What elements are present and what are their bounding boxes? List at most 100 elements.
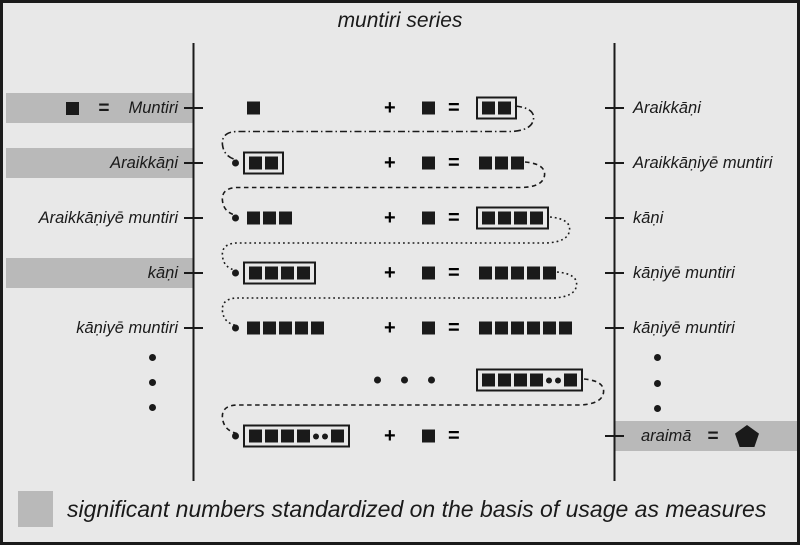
equals-sign: =: [448, 262, 460, 284]
unit-square: [479, 266, 492, 280]
equation-row: [3, 366, 797, 394]
equation-row: + =: [3, 314, 797, 342]
unit-square: [479, 156, 492, 170]
unit-square: [422, 156, 435, 170]
row-label: kāṇi: [633, 208, 664, 227]
legend-text: significant numbers standardized on the …: [67, 495, 767, 522]
unit-square: [498, 211, 511, 225]
unit-square: [527, 266, 540, 280]
unit-square: [297, 429, 310, 443]
ellipsis-dot: [401, 376, 408, 384]
unit-square: [249, 266, 262, 280]
ellipsis-dot: [149, 379, 156, 386]
unit-square: [295, 321, 308, 335]
result-squares: [476, 206, 549, 230]
unit-square: [498, 101, 511, 115]
plus-sign: +: [384, 152, 396, 174]
unit-square: [530, 373, 543, 387]
plus-sign: +: [384, 207, 396, 229]
ellipsis-dot: [654, 354, 661, 361]
unit-square: [331, 429, 344, 443]
unit-square: [279, 321, 292, 335]
small-dot: [322, 433, 328, 439]
ellipsis-dot: [654, 380, 661, 387]
equals-sign: =: [448, 317, 460, 339]
unit-square: [263, 321, 276, 335]
row-label: Muntiri: [128, 98, 178, 117]
equation-row: + =: [3, 149, 797, 177]
unit-square: [511, 266, 524, 280]
araima-row: araimā =: [614, 421, 797, 451]
equals-sign: =: [448, 207, 460, 229]
operand-squares: [243, 424, 350, 448]
unit-square: [422, 266, 435, 280]
right-label-row: kāṇiyē muntiri: [614, 258, 797, 288]
unit-square: [511, 321, 524, 335]
result-squares: [476, 96, 517, 120]
operand-squares: [476, 368, 583, 392]
unit-square: [265, 156, 278, 170]
unit-square: [422, 321, 435, 335]
right-label-row: Araikkāṇiyē muntiri: [614, 148, 797, 178]
small-dot: [555, 377, 561, 383]
operand-squares: [243, 261, 316, 285]
equals-sign: =: [448, 425, 460, 447]
unit-square: [281, 429, 294, 443]
operand-squares: [247, 101, 260, 115]
unit-square: [511, 156, 524, 170]
left-label-row: = Muntiri: [6, 93, 193, 123]
diagram-title: muntiri series: [337, 9, 463, 32]
sequence-start-dot: [232, 324, 239, 332]
unit-square: [559, 321, 572, 335]
unit-square: [495, 156, 508, 170]
unit-square: [247, 101, 260, 115]
sequence-start-dot: [232, 432, 239, 440]
ellipsis-dot: [428, 376, 435, 384]
unit-square: [247, 321, 260, 335]
plus-sign: +: [384, 262, 396, 284]
legend: significant numbers standardized on the …: [18, 491, 766, 527]
legend-unit-square: [66, 101, 80, 115]
unit-square: [479, 321, 492, 335]
unit-square: [495, 266, 508, 280]
sequence-start-dot: [232, 159, 239, 167]
unit-square: [514, 373, 527, 387]
plus-sign: +: [384, 425, 396, 447]
unit-square: [482, 101, 495, 115]
row-label: kāṇiyē muntiri: [633, 263, 735, 282]
row-label: Araikkāṇiyē muntiri: [38, 208, 178, 227]
plus-sign: +: [384, 317, 396, 339]
unit-square: [514, 211, 527, 225]
left-label-row: Araikkāṇi: [6, 148, 193, 178]
left-label-row: kāṇi: [6, 258, 193, 288]
unit-square: [263, 211, 276, 225]
ellipsis-dot: [374, 376, 381, 384]
result-squares: [479, 156, 524, 170]
right-label-row: kāṇiyē muntiri: [614, 313, 797, 343]
horizontal-ellipsis: [374, 376, 435, 384]
equation-row: + =: [3, 94, 797, 122]
operand-squares: [247, 211, 292, 225]
small-dot: [546, 377, 552, 383]
unit-square: [311, 321, 324, 335]
equals-sign: =: [707, 425, 719, 447]
small-dot: [313, 433, 319, 439]
operand-squares: [247, 321, 324, 335]
unit-square: [297, 266, 310, 280]
unit-square: [249, 429, 262, 443]
unit-square: [265, 429, 278, 443]
unit-square: [543, 266, 556, 280]
row-label: kāṇi: [147, 263, 178, 282]
sequence-start-dot: [232, 269, 239, 277]
row-label: Araikkāṇi: [110, 153, 178, 172]
unit-square: [422, 429, 435, 443]
unit-square: [482, 373, 495, 387]
left-label-row: Araikkāṇiyē muntiri: [6, 203, 193, 233]
unit-square: [247, 211, 260, 225]
row-label: Araikkāṇiyē muntiri: [633, 153, 773, 172]
araima-label: araimā: [641, 426, 692, 445]
operand-squares: [243, 151, 284, 175]
unit-square: [279, 211, 292, 225]
unit-square: [543, 321, 556, 335]
unit-square: [265, 266, 278, 280]
